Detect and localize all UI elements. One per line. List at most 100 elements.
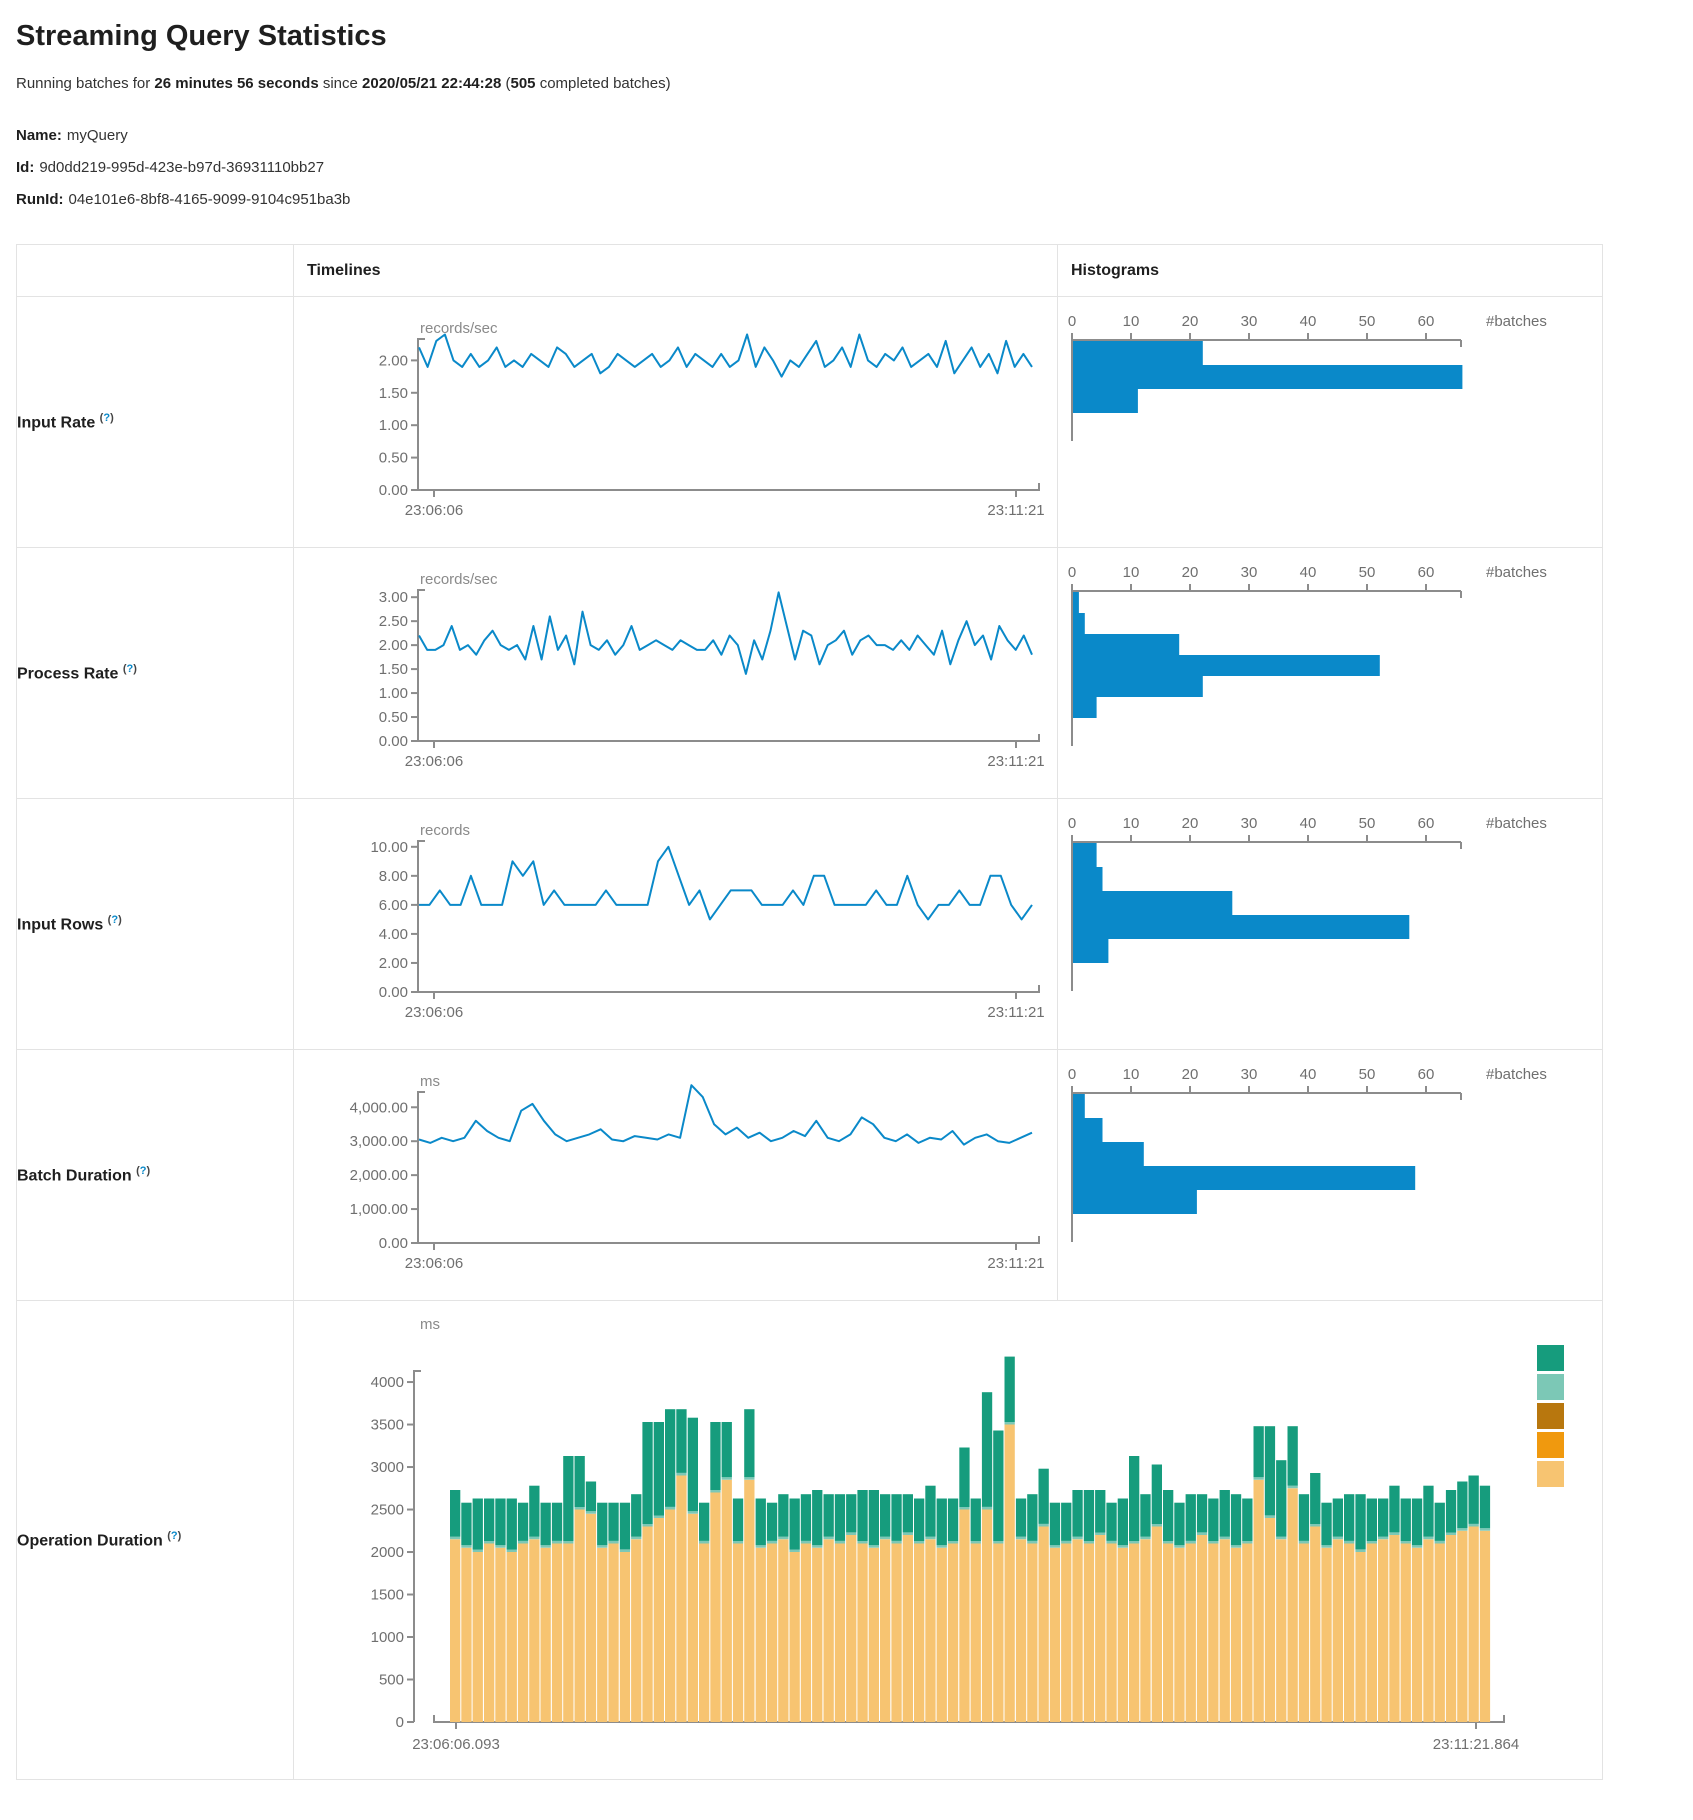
input-rows-label-cell: Input Rows (?) — [16, 798, 294, 1050]
runid-label: RunId: — [16, 191, 64, 208]
process-rate-help-icon[interactable]: (?) — [122, 662, 137, 675]
operation-duration-label-cell: Operation Duration (?) — [16, 1300, 294, 1780]
svg-text:10: 10 — [1123, 313, 1140, 330]
operation-duration-row: Operation Duration (?) ms 0 500 1000 1500 200… — [16, 1300, 1603, 1780]
svg-text:3500: 3500 — [371, 1417, 404, 1434]
operation-duration-stacked-chart: ms 0 500 1000 1500 2000 2500 3000 3500 4000 23:06:… — [371, 1316, 1564, 1753]
id-label: Id: — [16, 159, 35, 176]
process-rate-label-cell: Process Rate (?) — [16, 547, 294, 799]
query-id-line: Id: 9d0dd219-995d-423e-b97d-36931110bb27 — [16, 152, 1677, 184]
svg-text:10: 10 — [1123, 815, 1140, 832]
batch-duration-row: Batch Duration (?) ms 0.00 1,000.00 2,000.0… — [16, 1049, 1603, 1301]
svg-text:0.00: 0.00 — [379, 1235, 408, 1252]
batch-duration-timeline-chart: ms 0.00 1,000.00 2,000.00 3,000.00 4,000.00 23… — [350, 1073, 1045, 1272]
svg-text:2000: 2000 — [371, 1544, 404, 1561]
svg-text:30: 30 — [1241, 564, 1258, 581]
process-rate-timeline-chart: records/sec 0.00 0.50 1.00 1.50 2.00 2.50 3.00 2… — [379, 571, 1045, 770]
query-runid-line: RunId: 04e101e6-8bf8-4165-9099-9104c951ba… — [16, 184, 1677, 216]
running-batches-summary: Running batches for 26 minutes 56 second… — [16, 75, 671, 92]
svg-text:23:11:21: 23:11:21 — [987, 1004, 1044, 1021]
input-rate-timeline-chart: records/sec 0.00 0.50 1.00 1.50 2.00 23:06:06 2… — [379, 320, 1045, 519]
svg-text:0: 0 — [396, 1714, 404, 1731]
svg-text:0.00: 0.00 — [379, 984, 408, 1001]
statistics-table: Timelines Histograms Input Rate (?) reco… — [16, 244, 1603, 1780]
svg-text:60: 60 — [1418, 564, 1435, 581]
input-rows-histogram-chart: 0 10 20 30 40 50 60 #batches — [1068, 815, 1547, 991]
svg-text:23:06:06: 23:06:06 — [405, 753, 463, 770]
batch-duration-histogram-chart: 0 10 20 30 40 50 60 #batches — [1068, 1066, 1547, 1242]
legend-swatch-4 — [1537, 1461, 1564, 1487]
svg-text:2.00: 2.00 — [379, 352, 408, 369]
svg-text:23:06:06: 23:06:06 — [405, 502, 463, 519]
process-rate-row: Process Rate (?) records/sec 0.00 0.50 1.00… — [16, 547, 1603, 799]
svg-text:2.50: 2.50 — [379, 613, 408, 630]
svg-text:records/sec: records/sec — [420, 571, 498, 588]
input-rows-help-icon[interactable]: (?) — [107, 913, 122, 926]
svg-text:#batches: #batches — [1486, 564, 1547, 581]
svg-text:3000: 3000 — [371, 1459, 404, 1476]
svg-text:20: 20 — [1182, 313, 1199, 330]
svg-text:2500: 2500 — [371, 1502, 404, 1519]
svg-text:#batches: #batches — [1486, 313, 1547, 330]
svg-text:40: 40 — [1300, 313, 1317, 330]
svg-text:0: 0 — [1068, 564, 1076, 581]
svg-text:8.00: 8.00 — [379, 868, 408, 885]
svg-text:2.00: 2.00 — [379, 637, 408, 654]
legend-swatch-2 — [1537, 1403, 1564, 1429]
svg-text:23:11:21: 23:11:21 — [987, 502, 1044, 519]
svg-text:10: 10 — [1123, 564, 1140, 581]
svg-text:2.00: 2.00 — [379, 955, 408, 972]
legend-swatch-0 — [1537, 1345, 1564, 1371]
svg-text:23:06:06: 23:06:06 — [405, 1255, 463, 1272]
name-label: Name: — [16, 127, 62, 144]
svg-text:2,000.00: 2,000.00 — [350, 1167, 408, 1184]
svg-text:0: 0 — [1068, 313, 1076, 330]
svg-text:ms: ms — [420, 1316, 440, 1333]
svg-text:#batches: #batches — [1486, 1066, 1547, 1083]
svg-text:1.50: 1.50 — [379, 661, 408, 678]
svg-text:23:06:06: 23:06:06 — [405, 1004, 463, 1021]
svg-text:40: 40 — [1300, 1066, 1317, 1083]
svg-text:50: 50 — [1359, 564, 1376, 581]
svg-text:4.00: 4.00 — [379, 926, 408, 943]
svg-text:30: 30 — [1241, 815, 1258, 832]
svg-text:20: 20 — [1182, 1066, 1199, 1083]
svg-text:records/sec: records/sec — [420, 320, 498, 337]
svg-text:40: 40 — [1300, 564, 1317, 581]
svg-text:1000: 1000 — [371, 1629, 404, 1646]
svg-text:3,000.00: 3,000.00 — [350, 1133, 408, 1150]
operation-duration-help-icon[interactable]: (?) — [167, 1529, 182, 1542]
operation-duration-label: Operation Duration — [17, 1532, 163, 1550]
svg-text:23:11:21.864: 23:11:21.864 — [1433, 1736, 1519, 1753]
svg-text:30: 30 — [1241, 1066, 1258, 1083]
table-header-row: Timelines Histograms — [16, 244, 1603, 297]
svg-text:3.00: 3.00 — [379, 589, 408, 606]
input-rate-help-icon[interactable]: (?) — [99, 411, 114, 424]
input-rows-row: Input Rows (?) records 0.00 2.00 4.00 6.00 8.… — [16, 798, 1603, 1050]
svg-text:23:06:06.093: 23:06:06.093 — [412, 1736, 500, 1753]
input-rate-row: Input Rate (?) records/sec 0.00 0.50 1.00 1.… — [16, 296, 1603, 548]
svg-text:records: records — [420, 822, 470, 839]
input-rate-histogram-chart: 0 10 20 30 40 50 60 #batches — [1068, 313, 1547, 441]
timelines-column-header: Timelines — [293, 244, 1058, 297]
batch-duration-help-icon[interactable]: (?) — [136, 1164, 151, 1177]
svg-text:1500: 1500 — [371, 1587, 404, 1604]
svg-text:10: 10 — [1123, 1066, 1140, 1083]
batch-duration-label-cell: Batch Duration (?) — [16, 1049, 294, 1301]
svg-text:4000: 4000 — [371, 1374, 404, 1391]
svg-text:23:11:21: 23:11:21 — [987, 1255, 1044, 1272]
svg-text:0.50: 0.50 — [379, 709, 408, 726]
svg-text:1.00: 1.00 — [379, 417, 408, 434]
input-rate-label-cell: Input Rate (?) — [16, 296, 294, 548]
start-timestamp: 2020/05/21 22:44:28 — [362, 75, 502, 92]
svg-text:30: 30 — [1241, 313, 1258, 330]
svg-text:0.00: 0.00 — [379, 733, 408, 750]
svg-text:4,000.00: 4,000.00 — [350, 1099, 408, 1116]
empty-header-cell — [16, 244, 294, 297]
svg-text:60: 60 — [1418, 313, 1435, 330]
svg-text:20: 20 — [1182, 564, 1199, 581]
process-rate-histogram-chart: 0 10 20 30 40 50 60 #batches — [1068, 564, 1547, 746]
streaming-query-statistics-page: Streaming Query Statistics Running batch… — [16, 20, 1677, 1780]
id-value: 9d0dd219-995d-423e-b97d-36931110bb27 — [39, 159, 325, 176]
svg-text:50: 50 — [1359, 1066, 1376, 1083]
